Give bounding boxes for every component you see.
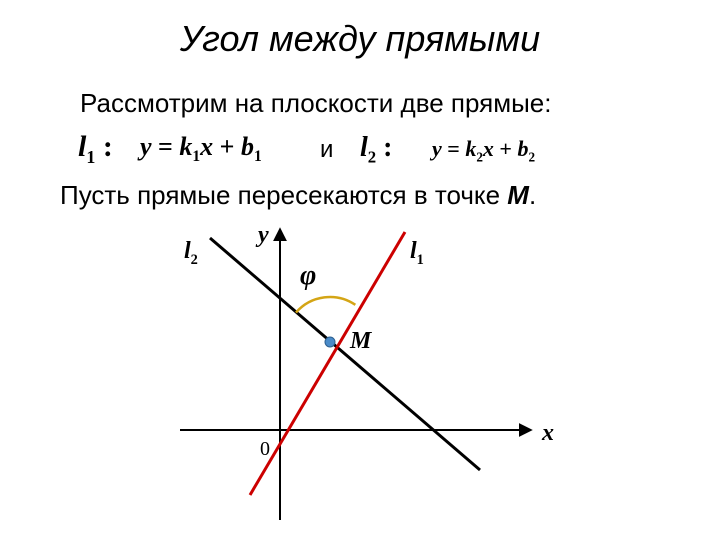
eq1-k-idx: 1 — [192, 148, 200, 165]
eq2-k-idx: 2 — [476, 149, 483, 164]
equation-2: y = k2x + b2 — [432, 136, 535, 165]
eq1-b-idx: 1 — [254, 148, 262, 165]
x-axis-label: x — [542, 420, 554, 447]
point-m-label: M — [350, 328, 371, 355]
l2-name: l — [360, 132, 368, 163]
intersect-text: Пусть прямые пересекаются в точке М. — [60, 180, 536, 211]
and-text: и — [320, 136, 333, 164]
intersect-suffix: . — [529, 180, 536, 210]
eq2-y: y — [432, 136, 442, 161]
l1-lbl-name: l — [410, 238, 417, 264]
diagram: x y 0 l1 l2 M φ — [150, 220, 570, 530]
l2-lbl-idx: 2 — [191, 252, 198, 268]
l1-idx: 1 — [86, 147, 95, 167]
y-axis-label: y — [258, 222, 269, 249]
equations-row: l1 : y = k1x + b1 и l2 : y = k2x + b2 — [70, 130, 670, 176]
l2-lbl-name: l — [184, 238, 191, 264]
point-m — [325, 337, 335, 347]
eq2-b: b — [517, 136, 528, 161]
intersect-point: М — [507, 180, 529, 210]
origin-label: 0 — [260, 438, 270, 461]
l2-colon: : — [383, 132, 392, 163]
l2-idx: 2 — [368, 148, 376, 167]
eq2-x: x — [483, 136, 494, 161]
eq1-plus: + — [213, 132, 241, 161]
eq2-plus: + — [494, 136, 518, 161]
eq1-x: x — [200, 132, 213, 161]
line-l2-label: l2 — [184, 238, 198, 269]
line-l1-label: l1 — [410, 238, 424, 269]
phi-label: φ — [300, 260, 316, 292]
intersect-prefix: Пусть прямые пересекаются в точке — [60, 180, 507, 210]
diagram-svg — [150, 220, 570, 530]
line-l2 — [210, 238, 480, 470]
l1-lbl-idx: 1 — [417, 252, 424, 268]
eq1-b: b — [241, 132, 254, 161]
eq1-y: y — [140, 132, 152, 161]
line-l1 — [250, 232, 405, 495]
eq1-k: k — [179, 132, 192, 161]
eq2-eq: = — [442, 136, 466, 161]
angle-arc — [296, 297, 355, 313]
l1-label: l1 : — [78, 130, 113, 168]
slide: { "title": "Угол между прямыми", "intro"… — [0, 0, 720, 540]
intro-text: Рассмотрим на плоскости две прямые: — [80, 88, 551, 119]
page-title: Угол между прямыми — [0, 18, 720, 60]
eq2-k: k — [465, 136, 476, 161]
eq2-b-idx: 2 — [528, 149, 535, 164]
l1-colon: : — [103, 130, 113, 163]
l2-label: l2 : — [360, 132, 393, 168]
eq1-eq: = — [152, 132, 180, 161]
equation-1: y = k1x + b1 — [140, 132, 262, 166]
